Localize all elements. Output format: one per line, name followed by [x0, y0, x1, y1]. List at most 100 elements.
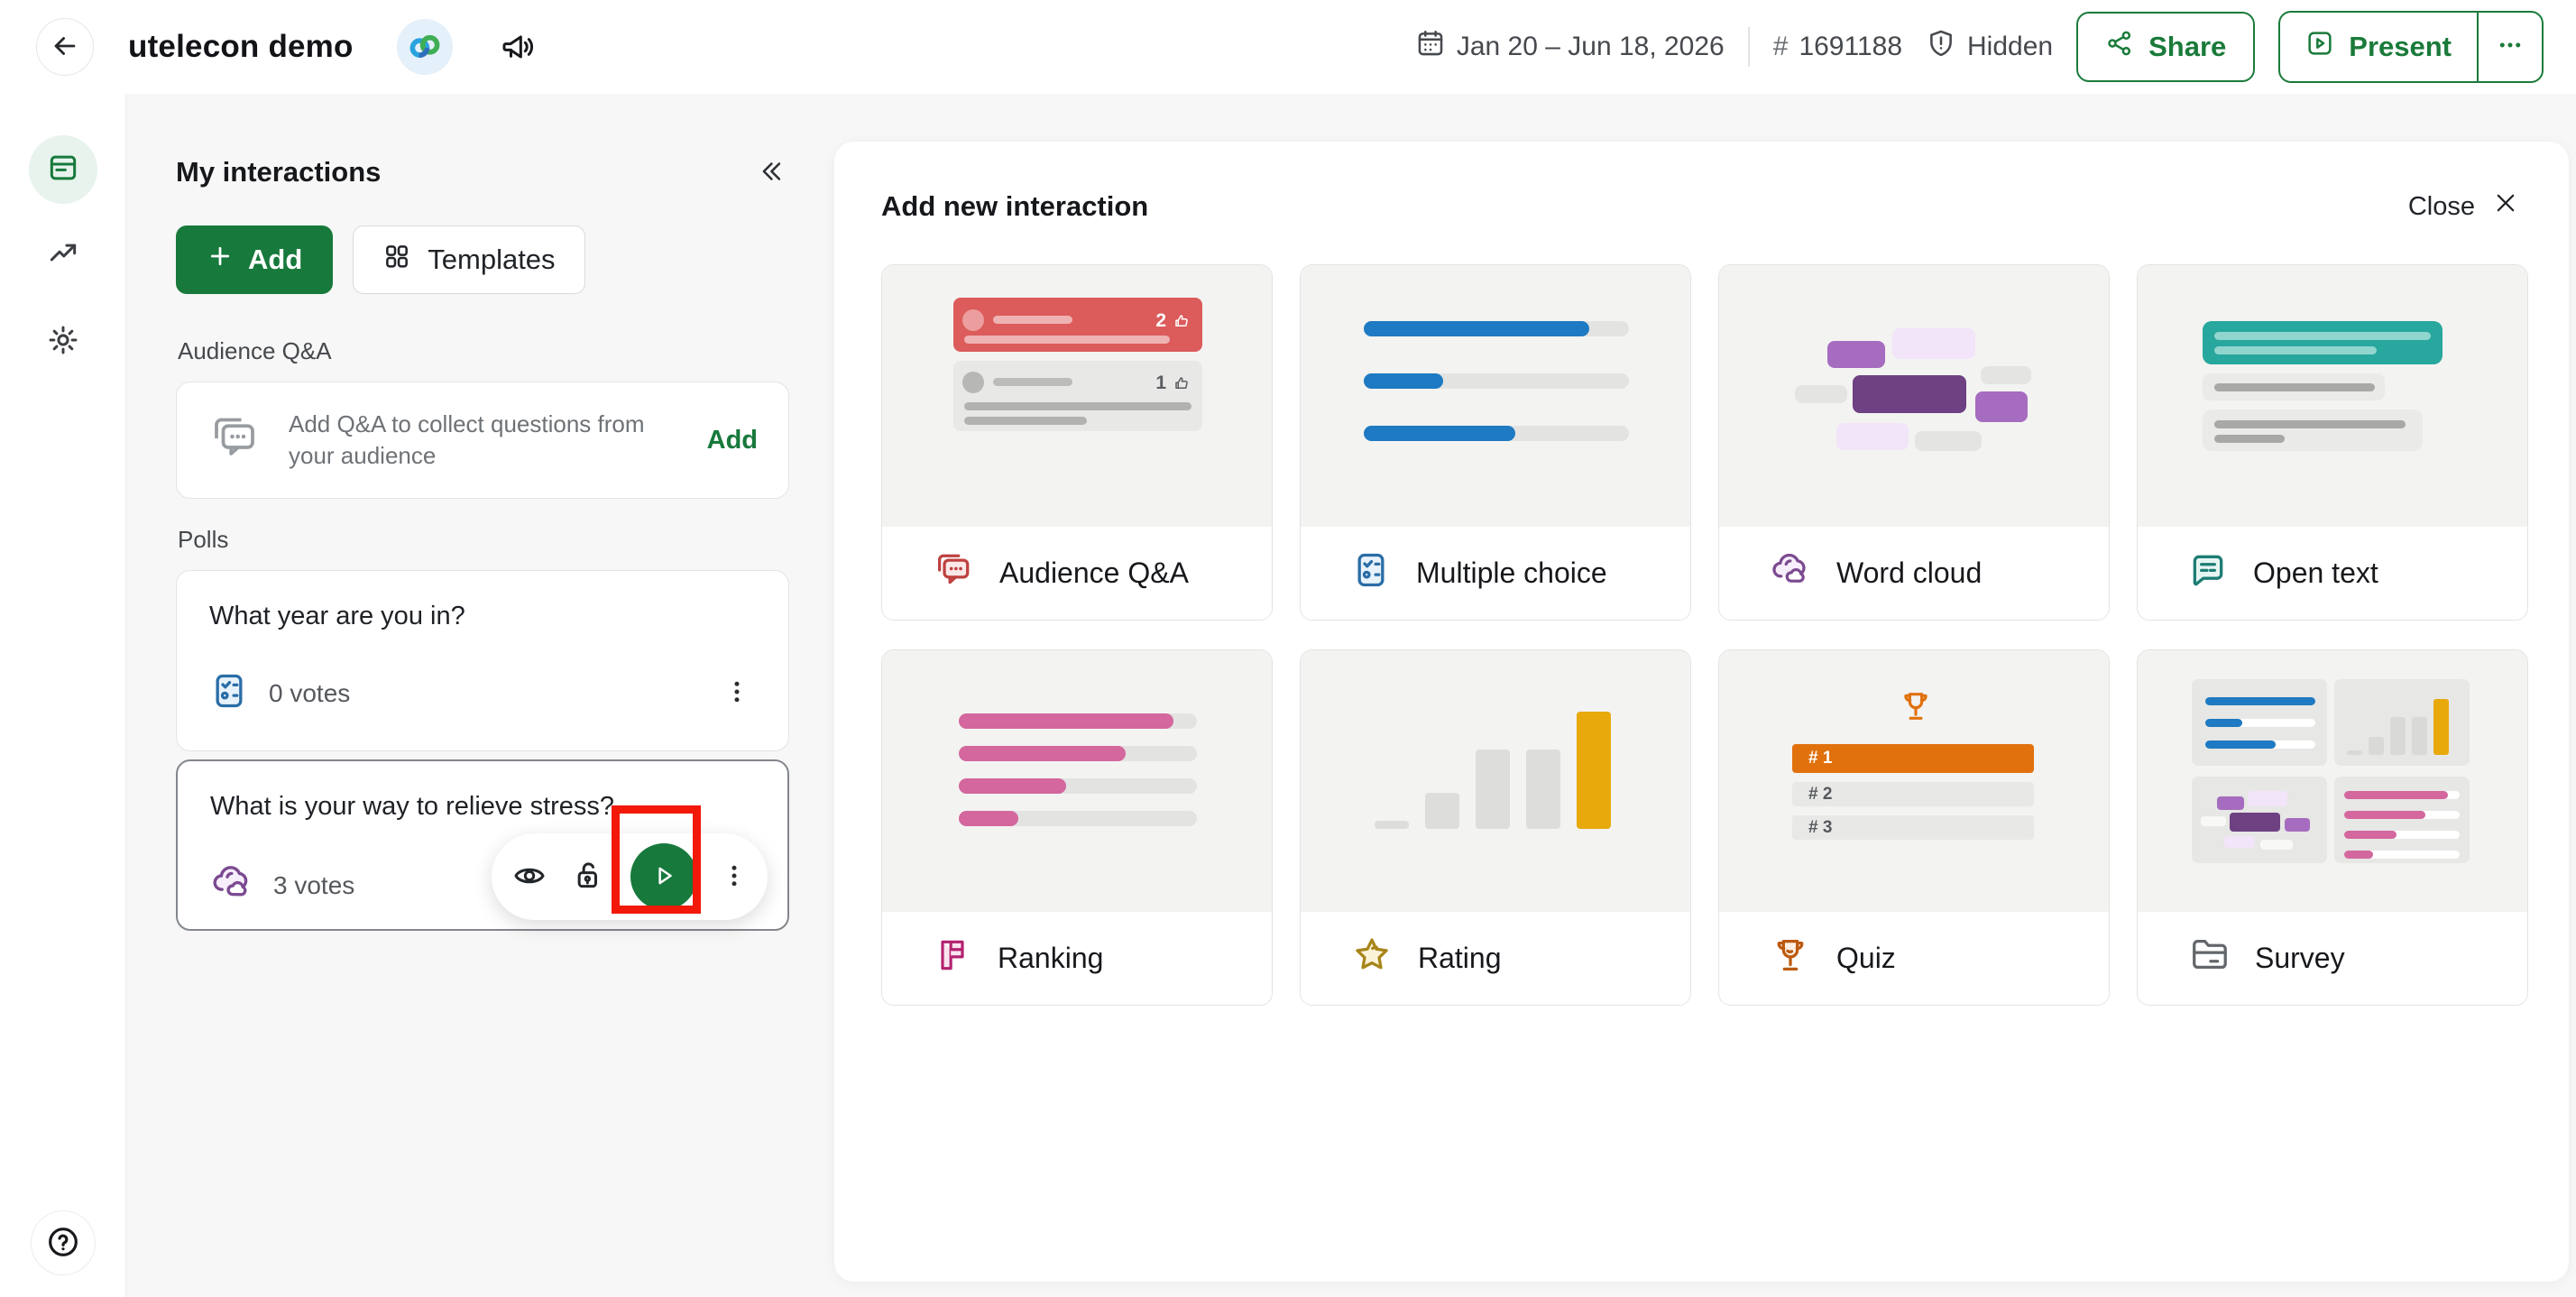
left-rail [0, 94, 126, 1297]
visibility-status: Hidden [1967, 32, 2054, 61]
event-code-group[interactable]: # 1691188 [1773, 32, 1902, 62]
like-count: 1 [1155, 373, 1190, 394]
add-button[interactable]: Add [176, 225, 334, 294]
interaction-card-audience-qa[interactable]: 2 1 [881, 264, 1273, 621]
text-block [2203, 373, 2385, 400]
bar [2347, 750, 2362, 755]
activate-poll-button[interactable] [630, 843, 697, 910]
like-count: 2 [1155, 310, 1190, 332]
avatar [962, 309, 984, 331]
question-icon [45, 1224, 81, 1263]
eye-icon [511, 858, 547, 897]
card-label: Word cloud [1836, 557, 1983, 589]
help-button[interactable] [31, 1210, 96, 1275]
quiz-thumbnail: # 1 # 2 # 3 [1719, 650, 2109, 912]
share-label: Share [2148, 31, 2227, 62]
poll-item-1[interactable]: What year are you in? 0 votes [176, 570, 789, 751]
add-interaction-panel: Add new interaction Close [834, 142, 2569, 1282]
interaction-card-ranking[interactable]: Ranking [881, 649, 1273, 1006]
word-block [2230, 813, 2280, 832]
bar [2433, 699, 2449, 755]
word-block [1981, 366, 2031, 384]
back-arrow-icon [50, 31, 80, 64]
card-label: Rating [1418, 942, 1502, 974]
visibility-group[interactable]: Hidden [1926, 28, 2053, 66]
interaction-card-quiz[interactable]: # 1 # 2 # 3 Quiz [1718, 649, 2110, 1006]
word-block [2224, 836, 2255, 848]
quiz-rank-row: # 2 [1792, 782, 2034, 806]
poll-hover-toolbar [492, 833, 768, 920]
kebab-menu-button[interactable] [721, 862, 748, 892]
card-label: Quiz [1836, 942, 1896, 974]
ranking-icon [933, 935, 972, 982]
templates-label: Templates [428, 244, 556, 275]
poll-question: What year are you in? [209, 602, 465, 630]
date-range: Jan 20 – Jun 18, 2026 [1456, 32, 1725, 61]
card-label: Multiple choice [1416, 557, 1607, 589]
rating-thumbnail [1301, 650, 1690, 912]
interaction-card-word-cloud[interactable]: Word cloud [1718, 264, 2110, 621]
unlock-icon [571, 858, 607, 897]
interaction-card-survey[interactable]: Survey [2137, 649, 2528, 1006]
bar [1526, 750, 1560, 829]
mini-ranking [2334, 777, 2470, 863]
bar [2412, 717, 2427, 755]
bar [2205, 697, 2315, 705]
poll-question: What is your way to relieve stress? [210, 792, 615, 821]
qa-prompt-text: Add Q&A to collect questions from your a… [289, 410, 645, 469]
bar [2205, 719, 2315, 727]
topbar-right: Jan 20 – Jun 18, 2026 # 1691188 Hidden S… [1415, 11, 2544, 83]
close-button[interactable]: Close [2408, 190, 2518, 223]
preview-button[interactable] [511, 858, 547, 897]
qa-add-link[interactable]: Add [706, 425, 758, 455]
ranking-thumbnail [882, 650, 1272, 912]
bar [1375, 821, 1409, 829]
card-label: Open text [2253, 557, 2378, 589]
date-range-group[interactable]: Jan 20 – Jun 18, 2026 [1415, 28, 1725, 66]
multiple-choice-thumbnail [1301, 265, 1690, 527]
votes-label: 0 votes [269, 678, 351, 707]
content-area: My interactions Add [0, 94, 2576, 1297]
gear-icon [46, 323, 80, 362]
event-title: utelecon demo [128, 29, 354, 64]
rail-item-analytics[interactable] [29, 220, 97, 289]
share-icon [2105, 29, 2134, 65]
bar [2205, 740, 2315, 749]
bar [1364, 321, 1629, 336]
templates-button[interactable]: Templates [353, 225, 585, 294]
poll-item-2[interactable]: What is your way to relieve stress? 3 vo… [176, 759, 789, 931]
word-block [1795, 385, 1847, 403]
trophy-icon [1898, 688, 1934, 729]
lock-votes-button[interactable] [571, 858, 607, 897]
interaction-card-multiple-choice[interactable]: Multiple choice [1300, 264, 1691, 621]
interaction-card-rating[interactable]: Rating [1300, 649, 1691, 1006]
mini-multiple-choice [2192, 679, 2327, 766]
chevron-double-left-icon [755, 156, 786, 189]
bar [964, 402, 1191, 410]
rail-item-settings[interactable] [29, 308, 97, 376]
kebab-icon [721, 862, 748, 892]
word-block [2217, 796, 2244, 810]
share-button[interactable]: Share [2076, 12, 2256, 82]
rail-item-interactions[interactable] [29, 135, 97, 204]
present-button[interactable]: Present [2280, 13, 2477, 81]
bar [2214, 346, 2377, 354]
play-icon [650, 862, 677, 892]
interaction-card-grid: 2 1 [881, 264, 2528, 1006]
interaction-card-open-text[interactable]: Open text [2137, 264, 2528, 621]
back-button[interactable] [36, 18, 94, 76]
bar [1425, 793, 1459, 829]
bar [1476, 750, 1510, 829]
more-options-button[interactable] [2477, 13, 2542, 81]
qa-question-plain: 1 [953, 361, 1202, 431]
rating-star-icon [1351, 934, 1393, 983]
collapse-sidebar-button[interactable] [751, 152, 789, 193]
open-text-thumbnail [2138, 265, 2527, 527]
bar [959, 746, 1197, 761]
kebab-menu-button[interactable] [718, 673, 756, 713]
announcement-icon[interactable] [500, 29, 536, 65]
word-block [2285, 818, 2310, 832]
qa-placeholder-card[interactable]: Add Q&A to collect questions from your a… [176, 382, 789, 499]
bar [993, 316, 1072, 324]
bar [2214, 383, 2375, 391]
